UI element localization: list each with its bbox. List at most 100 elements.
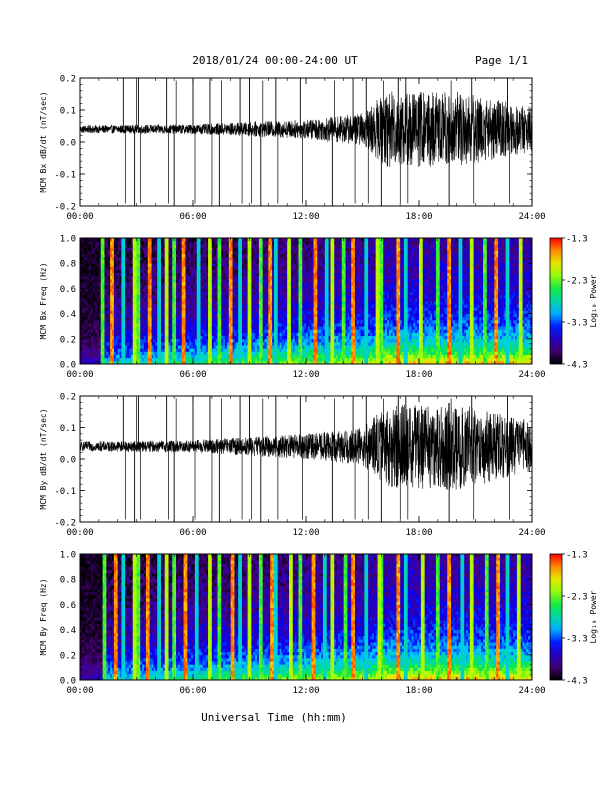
heatmap-cell bbox=[110, 301, 113, 305]
heatmap-cell bbox=[191, 329, 194, 333]
heatmap-cell bbox=[159, 348, 162, 352]
heatmap-cell bbox=[268, 348, 271, 352]
heatmap-cell bbox=[279, 345, 282, 349]
heatmap-cell bbox=[243, 238, 247, 242]
heatmap-cell bbox=[194, 326, 198, 330]
heatmap-cell bbox=[204, 241, 207, 245]
heatmap-cell bbox=[168, 285, 171, 289]
heatmap-cell bbox=[228, 301, 232, 305]
heatmap-cell bbox=[193, 329, 196, 333]
heatmap-cell bbox=[132, 341, 136, 346]
heatmap-cell bbox=[162, 310, 166, 314]
heatmap-cell bbox=[127, 360, 130, 364]
heatmap-cell bbox=[159, 341, 162, 346]
heatmap-cell bbox=[296, 301, 299, 305]
heatmap-cell bbox=[238, 304, 241, 308]
heatmap-cell bbox=[209, 294, 213, 299]
heatmap-cell bbox=[119, 310, 122, 314]
heatmap-cell bbox=[290, 297, 294, 302]
heatmap-cell bbox=[300, 310, 303, 314]
heatmap-cell bbox=[253, 360, 256, 364]
heatmap-cell bbox=[243, 282, 247, 286]
heatmap-cell bbox=[289, 278, 292, 283]
heatmap-cell bbox=[272, 316, 275, 321]
heatmap-cell bbox=[140, 332, 143, 337]
heatmap-cell bbox=[302, 329, 305, 333]
heatmap-cell bbox=[104, 272, 107, 277]
heatmap-cell bbox=[140, 260, 143, 264]
heatmap-cell bbox=[104, 285, 107, 289]
x-axis-title: Universal Time (hh:mm) bbox=[201, 711, 347, 724]
heatmap-cell bbox=[140, 313, 143, 318]
heatmap-cell bbox=[157, 244, 160, 248]
heatmap-cell bbox=[112, 282, 115, 286]
heatmap-cell bbox=[193, 351, 196, 355]
heatmap-cell bbox=[206, 307, 209, 311]
heatmap-cell bbox=[243, 354, 247, 359]
heatmap-cell bbox=[100, 316, 103, 321]
heatmap-cell bbox=[160, 256, 164, 261]
heatmap-cell bbox=[191, 297, 194, 302]
heatmap-cell bbox=[155, 316, 158, 321]
heatmap-cell bbox=[292, 263, 296, 267]
heatmap-cell bbox=[106, 288, 109, 292]
heatmap-cell bbox=[208, 294, 211, 299]
heatmap-cell bbox=[225, 301, 228, 305]
heatmap-cell bbox=[91, 360, 94, 364]
heatmap-cell bbox=[204, 348, 207, 352]
heatmap-cell bbox=[238, 288, 241, 292]
heatmap-cell bbox=[249, 304, 252, 308]
heatmap-cell bbox=[202, 341, 205, 346]
heatmap-cell bbox=[285, 335, 288, 340]
heatmap-cell bbox=[208, 269, 211, 274]
heatmap-cell bbox=[264, 241, 267, 245]
heatmap-cell bbox=[228, 256, 232, 261]
heatmap-cell bbox=[117, 275, 120, 280]
heatmap-cell bbox=[257, 288, 260, 292]
heatmap-cell bbox=[232, 260, 235, 264]
heatmap-cell bbox=[134, 316, 137, 321]
heatmap-cell bbox=[294, 332, 297, 337]
heatmap-cell bbox=[149, 319, 152, 324]
heatmap-cell bbox=[85, 260, 88, 264]
heatmap-cell bbox=[145, 341, 149, 346]
heatmap-cell bbox=[157, 338, 160, 343]
heatmap-cell bbox=[189, 319, 192, 324]
heatmap-cell bbox=[243, 241, 247, 245]
heatmap-cell bbox=[151, 341, 154, 346]
heatmap-cell bbox=[255, 282, 258, 286]
heatmap-cell bbox=[279, 294, 282, 299]
heatmap-cell bbox=[215, 285, 218, 289]
heatmap-cell bbox=[151, 319, 154, 324]
heatmap-cell bbox=[179, 278, 183, 283]
heatmap-cell bbox=[294, 301, 297, 305]
heatmap-cell bbox=[245, 291, 249, 296]
heatmap-cell bbox=[112, 253, 115, 258]
heatmap-cell bbox=[232, 288, 235, 292]
heatmap-cell bbox=[159, 266, 162, 270]
heatmap-cell bbox=[80, 323, 83, 327]
heatmap-cell bbox=[191, 282, 194, 286]
heatmap-cell bbox=[127, 291, 130, 296]
heatmap-cell bbox=[170, 326, 173, 330]
heatmap-cell bbox=[162, 253, 166, 258]
heatmap-cell bbox=[185, 263, 188, 267]
heatmap-cell bbox=[302, 348, 305, 352]
heatmap-cell bbox=[181, 357, 184, 362]
heatmap-cell bbox=[104, 247, 107, 251]
heatmap-cell bbox=[125, 316, 128, 321]
heatmap-cell bbox=[149, 250, 152, 255]
heatmap-cell bbox=[91, 278, 94, 283]
heatmap-cell bbox=[193, 244, 196, 248]
heatmap-cell bbox=[215, 250, 218, 255]
heatmap-cell bbox=[176, 250, 179, 255]
heatmap-cell bbox=[275, 250, 279, 255]
heatmap-cell bbox=[226, 260, 230, 264]
heatmap-cell bbox=[121, 278, 124, 283]
heatmap-cell bbox=[164, 351, 168, 355]
heatmap-cell bbox=[108, 354, 111, 359]
heatmap-cell bbox=[102, 260, 105, 264]
heatmap-cell bbox=[298, 294, 301, 299]
heatmap-cell bbox=[136, 351, 139, 355]
heatmap-cell bbox=[279, 247, 282, 251]
